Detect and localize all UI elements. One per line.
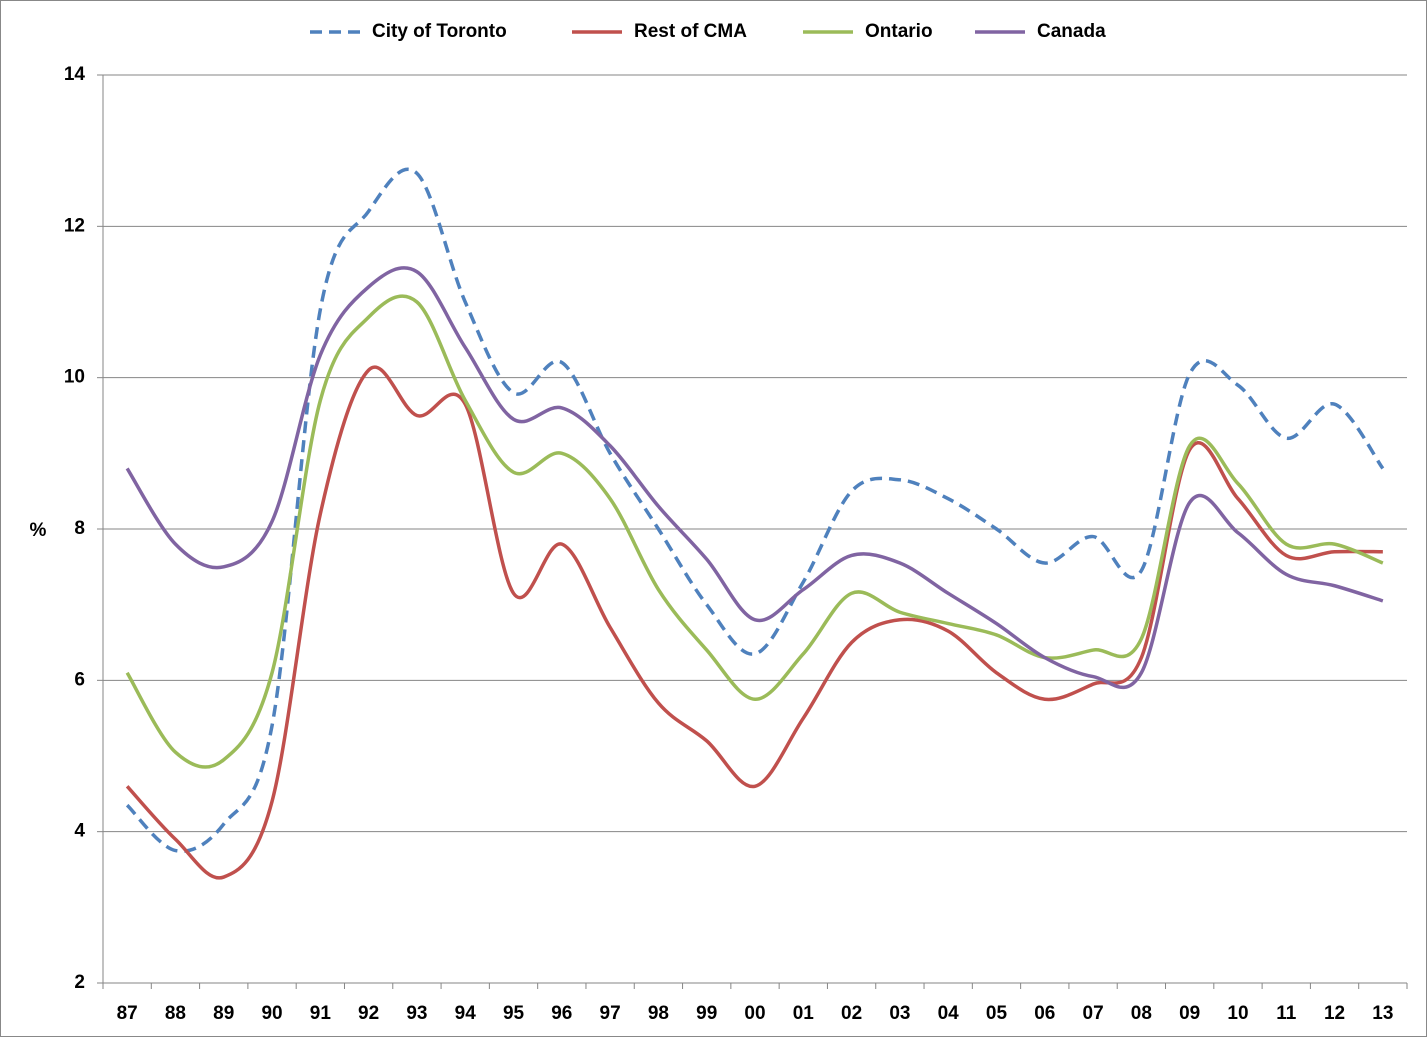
legend-label: Canada [1037,21,1106,42]
x-tick-label: 02 [841,1003,862,1024]
legend-label: Rest of CMA [634,21,747,42]
x-tick-label: 90 [261,1003,282,1024]
series-line [125,294,1384,769]
x-tick-label: 11 [1276,1003,1297,1024]
y-tick-label: 8 [74,518,85,539]
x-tick-label: 96 [551,1003,572,1024]
x-tick-label: 03 [889,1003,910,1024]
x-tick-label: 06 [1034,1003,1055,1024]
x-tick-label: 99 [696,1003,717,1024]
legend-label: Ontario [865,21,933,42]
x-tick-label: 93 [406,1003,427,1024]
y-tick-label: 2 [74,972,85,993]
x-tick-label: 08 [1131,1003,1152,1024]
series-line [125,365,1383,880]
x-tick-label: 01 [793,1003,815,1024]
y-tick-label: 12 [64,215,85,236]
y-axis-label: % [30,520,47,541]
x-tick-label: 10 [1227,1003,1248,1024]
x-tick-label: 88 [165,1003,186,1024]
x-tick-label: 95 [503,1003,525,1024]
y-tick-label: 6 [74,669,85,690]
x-tick-label: 04 [938,1003,960,1024]
x-tick-label: 91 [310,1003,332,1024]
x-tick-label: 98 [648,1003,669,1024]
x-tick-label: 00 [744,1003,765,1024]
x-tick-label: 13 [1372,1003,1393,1024]
x-tick-label: 05 [986,1003,1008,1024]
x-tick-label: 92 [358,1003,379,1024]
x-tick-label: 89 [213,1003,234,1024]
x-tick-label: 87 [117,1003,138,1024]
x-tick-label: 94 [455,1003,477,1024]
x-tick-label: 12 [1324,1003,1345,1024]
y-tick-label: 14 [64,64,86,85]
series-line [125,167,1385,853]
x-tick-label: 09 [1179,1003,1200,1024]
series-line [125,266,1384,689]
y-tick-label: 10 [64,367,85,388]
x-tick-label: 07 [1083,1003,1104,1024]
y-tick-label: 4 [74,821,85,842]
x-tick-label: 97 [600,1003,621,1024]
legend-label: City of Toronto [372,21,507,42]
